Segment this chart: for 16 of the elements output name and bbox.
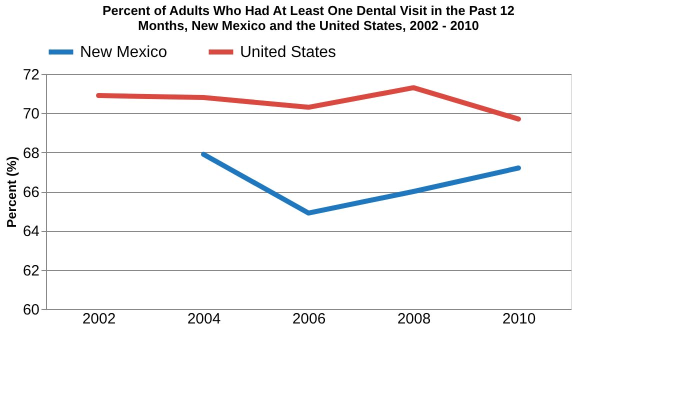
y-tick-label: 68 — [22, 144, 40, 162]
x-tick-label: 2008 — [397, 310, 431, 328]
y-axis-title: Percent (%) — [4, 156, 19, 228]
y-tick-label: 64 — [22, 223, 40, 240]
chart-title: Percent of Adults Who Had At Least One Dental Visit in the Past 12 Months, New Mexico and the United States, 2002 - 2010 — [102, 3, 514, 33]
y-tick-label: 72 — [22, 66, 40, 84]
y-tick-label: 66 — [22, 184, 40, 201]
x-tick-label: 2010 — [502, 310, 536, 328]
legend-label: United States — [240, 44, 336, 61]
legend-label: New Mexico — [80, 44, 168, 61]
x-tick-label: 2006 — [292, 310, 326, 328]
y-tick-label: 62 — [22, 262, 40, 280]
x-tick-label: 2002 — [82, 310, 116, 328]
x-tick-label: 2004 — [187, 310, 221, 328]
y-tick-label: 60 — [22, 302, 40, 318]
y-tick-label: 70 — [22, 106, 40, 123]
